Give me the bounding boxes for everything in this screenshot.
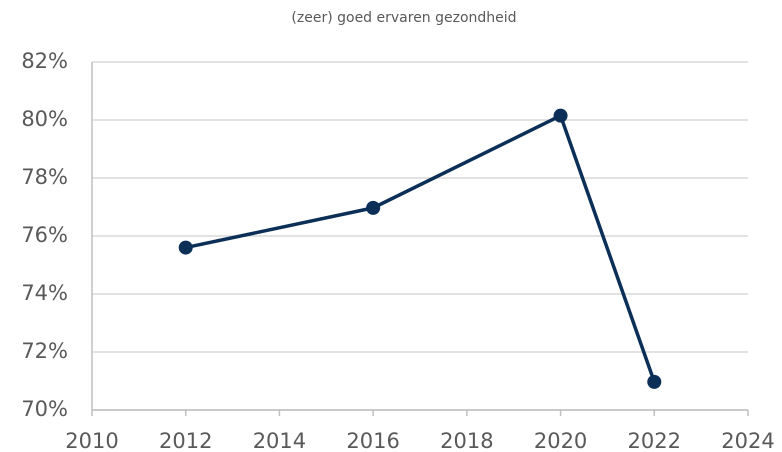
point	[553, 108, 568, 123]
y-tick-label: 80%	[21, 107, 68, 131]
x-tick-label: 2016	[346, 429, 399, 452]
line	[185, 113, 656, 383]
y-tick-label: 70%	[21, 397, 68, 421]
point	[647, 374, 662, 389]
x-tick-label: 2012	[159, 429, 212, 452]
y-tick-label: 72%	[21, 339, 68, 363]
y-tick-label: 82%	[21, 49, 68, 73]
chart-title: (zeer) goed ervaren gezondheid	[291, 10, 516, 26]
point	[366, 200, 381, 215]
x-tick-label: 2024	[721, 429, 774, 452]
x-tick-label: 2022	[628, 429, 681, 452]
x-tick-label: 2020	[534, 429, 587, 452]
x-tick-label: 2014	[253, 429, 306, 452]
x-tick-label: 2010	[65, 429, 118, 452]
x-tick-label: 2018	[440, 429, 493, 452]
y-tick-label: 74%	[21, 281, 68, 305]
y-tick-label: 76%	[21, 223, 68, 247]
y-tick-label: 78%	[21, 165, 68, 189]
point	[178, 240, 193, 255]
